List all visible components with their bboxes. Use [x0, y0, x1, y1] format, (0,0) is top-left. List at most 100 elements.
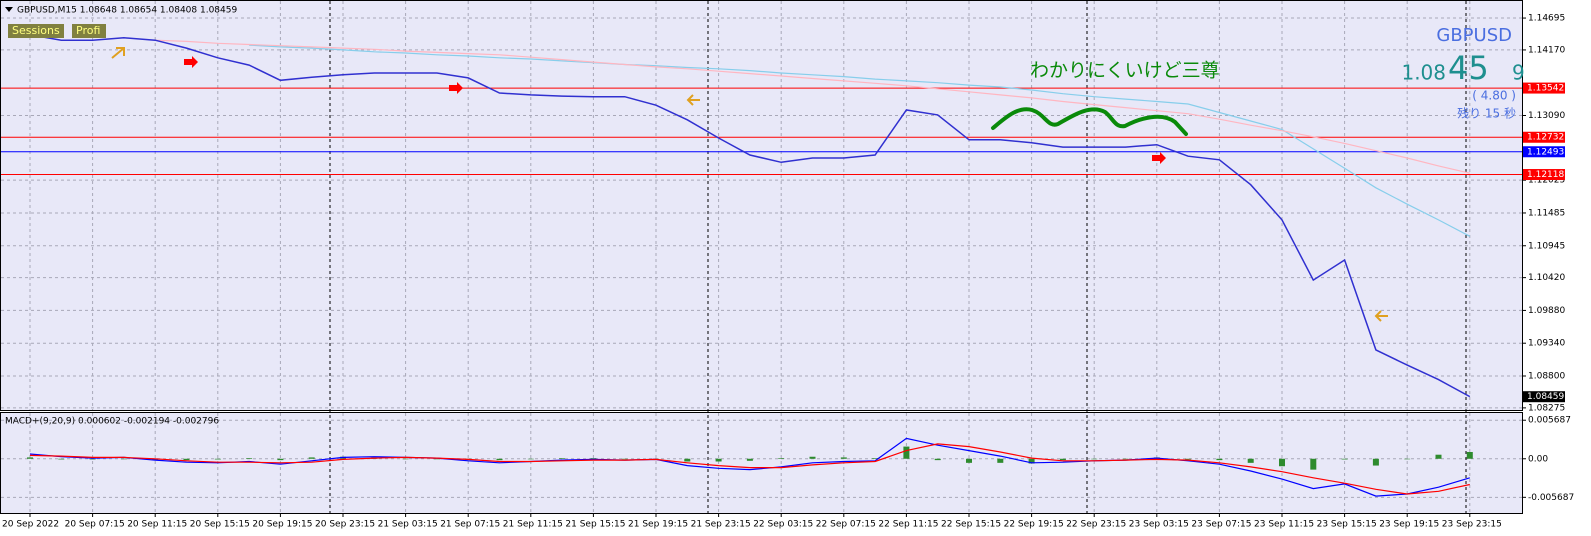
y-tick-label: 0.005687: [1528, 416, 1571, 426]
x-tick-label: 23 Sep 11:15: [1254, 520, 1314, 530]
x-tick-label: 20 Sep 23:15: [315, 520, 375, 530]
x-tick-label: 20 Sep 19:15: [252, 520, 312, 530]
price-major: 1.08: [1401, 61, 1446, 85]
y-tick-label: 1.14170: [1528, 45, 1565, 55]
y-tick-label: 1.08275: [1528, 403, 1565, 413]
histogram-bar: [997, 458, 1004, 463]
y-tick-label: 1.09880: [1528, 306, 1565, 316]
series-line: [155, 39, 1470, 174]
main-panel: [0, 0, 1523, 411]
button-label[interactable]: Profi: [76, 24, 100, 37]
histogram-bar: [1404, 458, 1411, 460]
exit-arrows: [111, 47, 1388, 322]
histogram-bar: [1185, 458, 1192, 460]
x-tick-label: 22 Sep 23:15: [1066, 520, 1126, 530]
histogram-bar: [778, 458, 785, 459]
price-point: 9: [1512, 61, 1525, 85]
x-tick-label: 23 Sep 15:15: [1317, 520, 1377, 530]
level-label: 1.12118: [1527, 170, 1564, 180]
x-tick-label: 20 Sep 15:15: [190, 520, 250, 530]
x-tick-label: 23 Sep 19:15: [1379, 520, 1439, 530]
histogram-bar: [1122, 458, 1129, 460]
level-tag: [1523, 169, 1565, 181]
histogram-bar: [934, 458, 941, 461]
macd-title: MACD+(9,20,9) 0.000602 -0.002194 -0.0027…: [5, 417, 219, 427]
histogram-bar: [966, 458, 972, 463]
histogram-bar: [621, 458, 628, 460]
histogram-bar: [1216, 458, 1223, 461]
x-tick-label: 22 Sep 07:15: [816, 520, 876, 530]
histogram-bar: [715, 458, 722, 462]
histogram-bar: [277, 458, 284, 461]
macd-panel: [0, 412, 1523, 514]
x-tick-label: 23 Sep 07:15: [1191, 520, 1251, 530]
series-line: [29, 34, 1471, 398]
histogram-bar: [1435, 454, 1442, 459]
x-tick-label: 21 Sep 07:15: [440, 520, 500, 530]
level-label: 1.13542: [1527, 84, 1564, 94]
histogram-bar: [903, 446, 910, 459]
y-tick-label: 1.09340: [1528, 339, 1565, 349]
arrow: [111, 47, 125, 59]
histogram-bar: [120, 458, 127, 460]
x-tick-label: 21 Sep 15:15: [565, 520, 625, 530]
x-tick-label: 20 Sep 2022: [2, 520, 59, 530]
histogram-bar: [1466, 451, 1473, 459]
x-tick-label: 22 Sep 03:15: [753, 520, 813, 530]
y-tick-label: 0.00: [1528, 454, 1548, 464]
button-label[interactable]: Sessions: [12, 24, 60, 37]
histogram-bar: [746, 458, 753, 461]
y-tick-label: 1.14695: [1528, 14, 1565, 24]
arrow: [1152, 152, 1166, 164]
menu-triangle[interactable]: [5, 7, 13, 12]
histogram-bar: [183, 458, 190, 461]
price-label: 1.08459: [1527, 392, 1564, 402]
histogram-bar: [1247, 458, 1254, 463]
pattern-sketch: [991, 107, 1188, 136]
level-tag: [1523, 131, 1565, 143]
y-tick-label: 1.11485: [1528, 208, 1565, 218]
y-tick-label: 1.12025: [1528, 176, 1565, 186]
histogram-bar: [1372, 458, 1379, 466]
sessions-button[interactable]: [8, 24, 64, 38]
x-tick-label: 20 Sep 11:15: [127, 520, 187, 530]
histogram-bar: [1310, 458, 1317, 470]
x-tick-label: 23 Sep 23:15: [1442, 520, 1502, 530]
price-tag: [1523, 391, 1565, 403]
histogram-bar: [308, 457, 315, 459]
x-tick-label: 21 Sep 19:15: [628, 520, 688, 530]
histogram-bar: [214, 458, 221, 460]
y-tick-label: 1.13090: [1528, 111, 1565, 121]
day-separators: [329, 1, 1467, 513]
histogram-bar: [1279, 458, 1285, 467]
series-line: [29, 437, 1470, 497]
histogram-bar: [1059, 458, 1066, 461]
histogram-bar: [590, 458, 597, 459]
series-line: [249, 44, 1471, 237]
signal-arrows: [184, 56, 1166, 164]
histogram-bar: [58, 458, 65, 460]
histogram-bar: [809, 456, 816, 459]
histogram-bar: [89, 458, 96, 460]
histogram-bar: [684, 458, 691, 462]
level-tag: [1523, 82, 1565, 94]
arrow: [184, 56, 198, 68]
annotation: わかりにくいけど三尊: [1030, 60, 1220, 82]
histogram-bar: [840, 457, 847, 459]
histogram-bar: [27, 457, 33, 459]
x-tick-label: 22 Sep 19:15: [1004, 520, 1064, 530]
profile-button[interactable]: [72, 24, 106, 38]
histogram-bar: [1028, 458, 1035, 464]
level-label: 1.12732: [1527, 133, 1564, 143]
chart-title: GBPUSD,M15 1.08648 1.08654 1.08408 1.084…: [17, 6, 237, 16]
symbol: GBPUSD: [1436, 25, 1512, 46]
histogram-bar: [1341, 458, 1348, 460]
histogram-bar: [402, 458, 409, 460]
histogram-bar: [152, 458, 159, 461]
x-tick-label: 21 Sep 11:15: [503, 520, 563, 530]
histogram-bar: [1091, 458, 1098, 460]
arrow: [1374, 310, 1388, 322]
histogram-bar: [246, 458, 253, 459]
spread: ( 4.80 ): [1472, 89, 1516, 103]
